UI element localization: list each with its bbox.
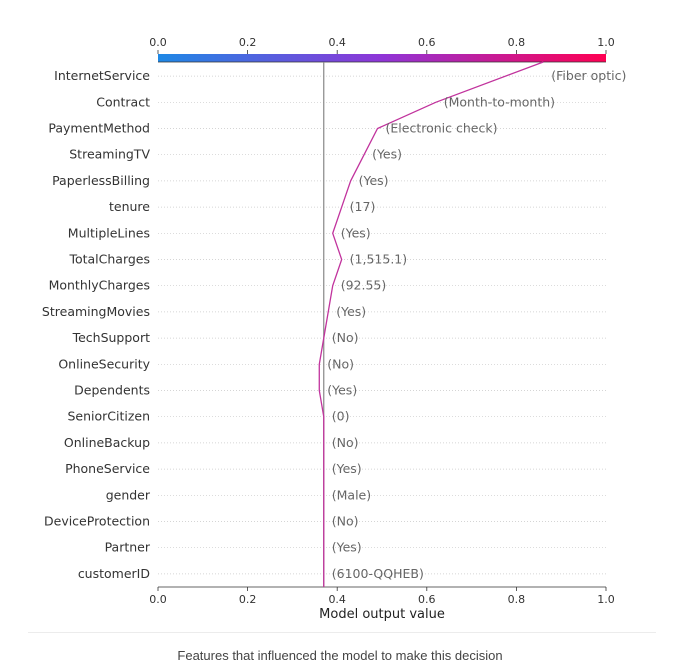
top-tick-label: 0.6 <box>418 36 436 49</box>
bottom-tick-label: 0.8 <box>508 593 526 606</box>
feature-value-Partner: (Yes) <box>332 540 362 555</box>
feature-label-PaymentMethod: PaymentMethod <box>48 121 150 136</box>
feature-label-tenure: tenure <box>109 199 150 214</box>
feature-value-gender: (Male) <box>332 487 371 502</box>
feature-label-PaperlessBilling: PaperlessBilling <box>52 173 150 188</box>
feature-value-PaymentMethod: (Electronic check) <box>386 121 498 136</box>
bottom-tick-label: 0.4 <box>328 593 346 606</box>
top-tick-label: 0.0 <box>149 36 167 49</box>
top-tick-label: 0.2 <box>239 36 257 49</box>
feature-value-OnlineBackup: (No) <box>332 435 359 450</box>
feature-label-MultipleLines: MultipleLines <box>68 225 150 240</box>
feature-label-customerID: customerID <box>78 566 150 581</box>
feature-value-Dependents: (Yes) <box>327 383 357 398</box>
colorbar <box>158 54 606 62</box>
x-axis-label: Model output value <box>319 607 445 622</box>
bottom-tick-label: 0.6 <box>418 593 436 606</box>
feature-label-gender: gender <box>106 487 151 502</box>
bottom-tick-label: 0.2 <box>239 593 257 606</box>
feature-label-SeniorCitizen: SeniorCitizen <box>67 409 150 424</box>
feature-label-InternetService: InternetService <box>54 68 150 83</box>
feature-label-TotalCharges: TotalCharges <box>68 252 150 267</box>
feature-value-OnlineSecurity: (No) <box>327 356 354 371</box>
feature-label-OnlineBackup: OnlineBackup <box>64 435 150 450</box>
feature-label-PhoneService: PhoneService <box>65 461 150 476</box>
top-tick-label: 0.4 <box>328 36 346 49</box>
bottom-tick-label: 1.0 <box>597 593 615 606</box>
feature-value-StreamingMovies: (Yes) <box>336 304 366 319</box>
top-tick-label: 1.0 <box>597 36 615 49</box>
feature-value-TotalCharges: (1,515.1) <box>350 252 407 267</box>
feature-label-DeviceProtection: DeviceProtection <box>44 514 150 529</box>
shap-decision-plot: 0.0 0.0 0.2 0.2 0.4 0.4 0.6 0.6 0.8 0.8 1.0 1.0 Mode… <box>42 36 626 622</box>
feature-label-Contract: Contract <box>96 94 150 109</box>
feature-label-StreamingMovies: StreamingMovies <box>42 304 150 319</box>
bottom-tick-label: 0.0 <box>149 593 167 606</box>
feature-value-DeviceProtection: (No) <box>332 514 359 529</box>
feature-value-tenure: (17) <box>350 199 376 214</box>
feature-value-TechSupport: (No) <box>332 330 359 345</box>
top-tick-label: 0.8 <box>508 36 526 49</box>
feature-label-StreamingTV: StreamingTV <box>69 147 150 162</box>
feature-value-MonthlyCharges: (92.55) <box>341 278 387 293</box>
decision-path-line <box>318 61 544 587</box>
feature-value-StreamingTV: (Yes) <box>372 147 402 162</box>
feature-value-PaperlessBilling: (Yes) <box>359 173 389 188</box>
feature-value-customerID: (6100-QQHEB) <box>332 566 424 581</box>
feature-label-TechSupport: TechSupport <box>72 330 151 345</box>
chart-caption: Features that influenced the model to ma… <box>177 648 503 663</box>
feature-value-MultipleLines: (Yes) <box>341 225 371 240</box>
feature-value-PhoneService: (Yes) <box>332 461 362 476</box>
feature-label-OnlineSecurity: OnlineSecurity <box>58 356 150 371</box>
divider <box>28 632 656 633</box>
feature-value-SeniorCitizen: (0) <box>332 409 350 424</box>
feature-value-Contract: (Month-to-month) <box>444 94 555 109</box>
feature-label-Partner: Partner <box>105 540 151 555</box>
feature-label-Dependents: Dependents <box>74 383 150 398</box>
feature-label-MonthlyCharges: MonthlyCharges <box>49 278 150 293</box>
feature-value-InternetService: (Fiber optic) <box>551 68 626 83</box>
